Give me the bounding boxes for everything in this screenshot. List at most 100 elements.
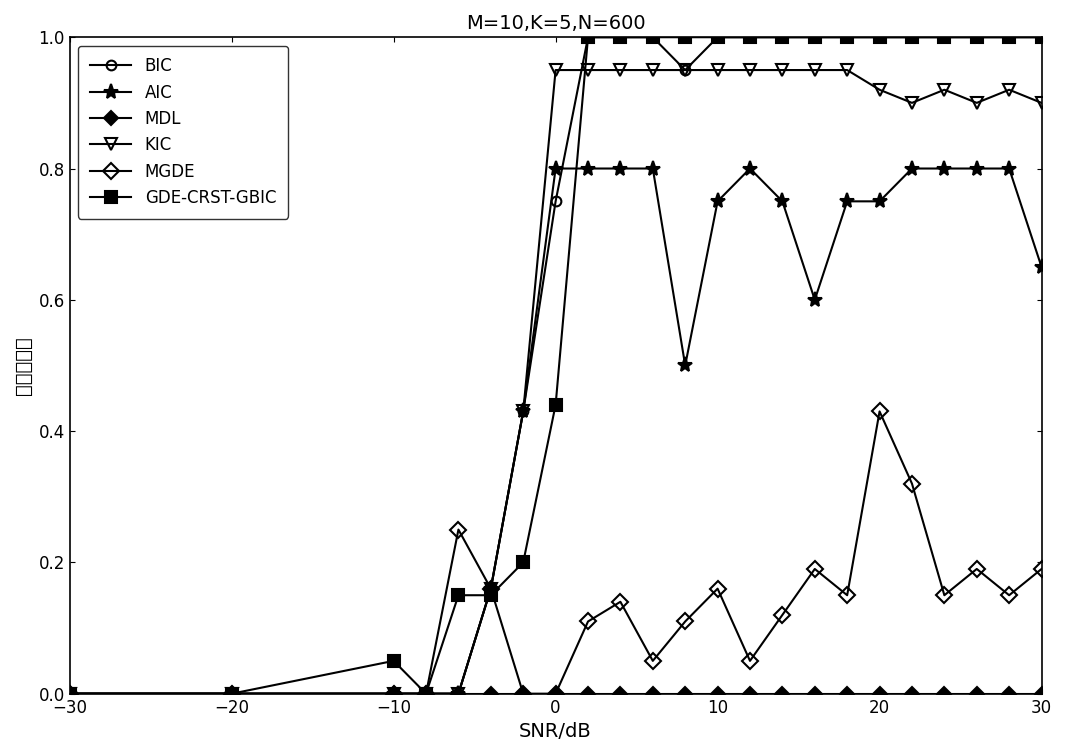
Legend: BIC, AIC, MDL, KIC, MGDE, GDE-CRST-GBIC: BIC, AIC, MDL, KIC, MGDE, GDE-CRST-GBIC	[78, 45, 288, 218]
KIC	[744, 66, 757, 75]
GDE-CRST-GBIC	[225, 689, 238, 698]
AIC	[1003, 164, 1016, 173]
AIC	[646, 164, 659, 173]
BIC	[711, 32, 724, 42]
Line: MGDE: MGDE	[64, 406, 1047, 699]
AIC	[387, 689, 400, 698]
KIC	[873, 85, 886, 94]
BIC	[906, 32, 919, 42]
MGDE	[387, 689, 400, 698]
BIC	[841, 32, 854, 42]
Line: MDL: MDL	[65, 689, 1047, 698]
MGDE	[484, 584, 497, 593]
GDE-CRST-GBIC	[452, 590, 465, 599]
MGDE	[549, 689, 562, 698]
BIC	[549, 197, 562, 206]
BIC	[1035, 32, 1048, 42]
MGDE	[776, 610, 789, 619]
MDL	[387, 689, 400, 698]
MDL	[744, 689, 757, 698]
BIC	[225, 689, 238, 698]
MGDE	[452, 525, 465, 534]
MGDE	[970, 565, 983, 574]
MGDE	[938, 590, 951, 599]
BIC	[517, 407, 530, 416]
MDL	[679, 689, 692, 698]
KIC	[614, 66, 627, 75]
BIC	[582, 32, 595, 42]
Line: AIC: AIC	[62, 161, 1049, 701]
AIC	[841, 197, 854, 206]
KIC	[582, 66, 595, 75]
KIC	[484, 584, 497, 593]
AIC	[906, 164, 919, 173]
KIC	[679, 66, 692, 75]
MGDE	[711, 584, 724, 593]
KIC	[1035, 98, 1048, 107]
MDL	[517, 689, 530, 698]
MDL	[808, 689, 821, 698]
AIC	[517, 407, 530, 416]
BIC	[776, 32, 789, 42]
Line: GDE-CRST-GBIC: GDE-CRST-GBIC	[64, 31, 1048, 700]
MDL	[452, 689, 465, 698]
GDE-CRST-GBIC	[63, 689, 76, 698]
KIC	[938, 85, 951, 94]
KIC	[225, 689, 238, 698]
MGDE	[841, 590, 854, 599]
MDL	[1035, 689, 1048, 698]
BIC	[63, 689, 76, 698]
GDE-CRST-GBIC	[387, 656, 400, 665]
Line: KIC: KIC	[64, 63, 1048, 700]
KIC	[517, 407, 530, 416]
AIC	[614, 164, 627, 173]
Title: M=10,K=5,N=600: M=10,K=5,N=600	[466, 14, 645, 33]
GDE-CRST-GBIC	[420, 689, 433, 698]
BIC	[1003, 32, 1016, 42]
MDL	[873, 689, 886, 698]
KIC	[1003, 85, 1016, 94]
KIC	[808, 66, 821, 75]
MGDE	[808, 565, 821, 574]
MDL	[906, 689, 919, 698]
AIC	[679, 361, 692, 370]
BIC	[614, 32, 627, 42]
GDE-CRST-GBIC	[970, 32, 983, 42]
AIC	[63, 689, 76, 698]
AIC	[711, 197, 724, 206]
BIC	[484, 584, 497, 593]
BIC	[646, 32, 659, 42]
MGDE	[225, 689, 238, 698]
GDE-CRST-GBIC	[679, 32, 692, 42]
GDE-CRST-GBIC	[744, 32, 757, 42]
BIC	[452, 689, 465, 698]
KIC	[906, 98, 919, 107]
AIC	[484, 584, 497, 593]
AIC	[938, 164, 951, 173]
MDL	[484, 689, 497, 698]
GDE-CRST-GBIC	[776, 32, 789, 42]
GDE-CRST-GBIC	[646, 32, 659, 42]
AIC	[744, 164, 757, 173]
AIC	[549, 164, 562, 173]
MGDE	[582, 617, 595, 626]
BIC	[420, 689, 433, 698]
X-axis label: SNR/dB: SNR/dB	[519, 722, 592, 741]
GDE-CRST-GBIC	[614, 32, 627, 42]
KIC	[420, 689, 433, 698]
BIC	[873, 32, 886, 42]
GDE-CRST-GBIC	[873, 32, 886, 42]
MDL	[63, 689, 76, 698]
MGDE	[1035, 565, 1048, 574]
MGDE	[420, 689, 433, 698]
KIC	[452, 689, 465, 698]
MDL	[646, 689, 659, 698]
AIC	[582, 164, 595, 173]
Y-axis label: 估计准确率: 估计准确率	[14, 336, 33, 395]
GDE-CRST-GBIC	[484, 590, 497, 599]
MGDE	[873, 407, 886, 416]
MDL	[938, 689, 951, 698]
KIC	[841, 66, 854, 75]
BIC	[808, 32, 821, 42]
MDL	[614, 689, 627, 698]
